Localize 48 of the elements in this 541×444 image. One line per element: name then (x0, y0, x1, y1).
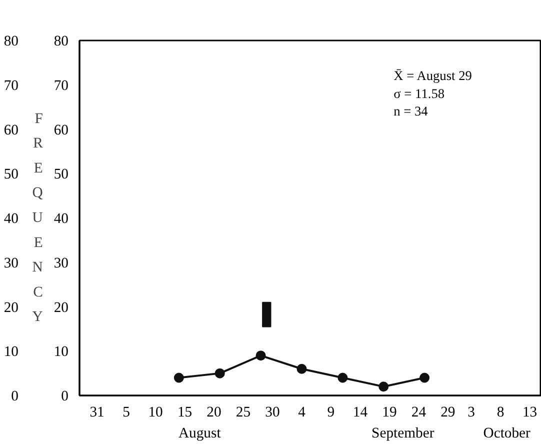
y2-tick-label: 40 (54, 211, 68, 227)
text: FREQUENCY (32, 110, 43, 326)
point (338, 372, 348, 383)
x-tick-label: 5 (122, 404, 130, 420)
x-tick-label: 10 (148, 404, 163, 420)
x-tick-label: 8 (496, 404, 504, 420)
x-tick-label: 20 (206, 404, 222, 420)
y2-tick-label: 30 (54, 255, 68, 272)
y2-tick-label: 0 (61, 388, 68, 404)
x-tick-label: 3 (468, 404, 475, 420)
x-tick-label: 4 (298, 404, 306, 420)
point (296, 364, 307, 374)
x-tick-label: 31 (90, 404, 104, 420)
y2-tick-label: 80 (54, 34, 68, 50)
annotation: n = 34 (394, 104, 428, 119)
x-tick-label: 29 (440, 404, 456, 420)
point (256, 350, 266, 361)
annotation: σ = 11.58 (394, 86, 445, 101)
y-tick-label: 10 (4, 344, 18, 360)
y2-tick-label: 70 (54, 78, 68, 94)
annotation: X̄ = August 29 (394, 68, 472, 84)
text: October (483, 426, 531, 442)
y-tick-label: 50 (4, 166, 18, 183)
y-tick-label: 30 (4, 255, 18, 272)
y-tick-label: 40 (4, 211, 18, 227)
y2-tick-label: 60 (54, 122, 68, 138)
x-tick-label: 24 (411, 404, 427, 420)
text: August (178, 426, 221, 442)
x-tick-label: 25 (236, 404, 251, 420)
point (174, 372, 184, 383)
x-tick-label: 9 (327, 404, 335, 420)
y2-tick-label: 10 (54, 344, 68, 360)
y-tick-label: 0 (11, 388, 18, 404)
y2-tick-label: 20 (54, 300, 68, 316)
y2-tick-label: 50 (54, 166, 68, 183)
x-tick-label: 30 (265, 404, 280, 420)
y-tick-label: 60 (4, 122, 18, 138)
point (420, 372, 430, 383)
y-tick-label: 20 (4, 300, 18, 316)
y-tick-label: 70 (4, 78, 18, 94)
x-tick-label: 15 (177, 404, 192, 420)
point (378, 382, 389, 392)
point (214, 368, 225, 378)
text: September (372, 426, 434, 442)
x-tick-label: 14 (352, 404, 368, 420)
x-tick-label: 13 (522, 404, 538, 420)
y-tick-label: 80 (4, 34, 18, 50)
x-tick-label: 19 (382, 404, 397, 420)
